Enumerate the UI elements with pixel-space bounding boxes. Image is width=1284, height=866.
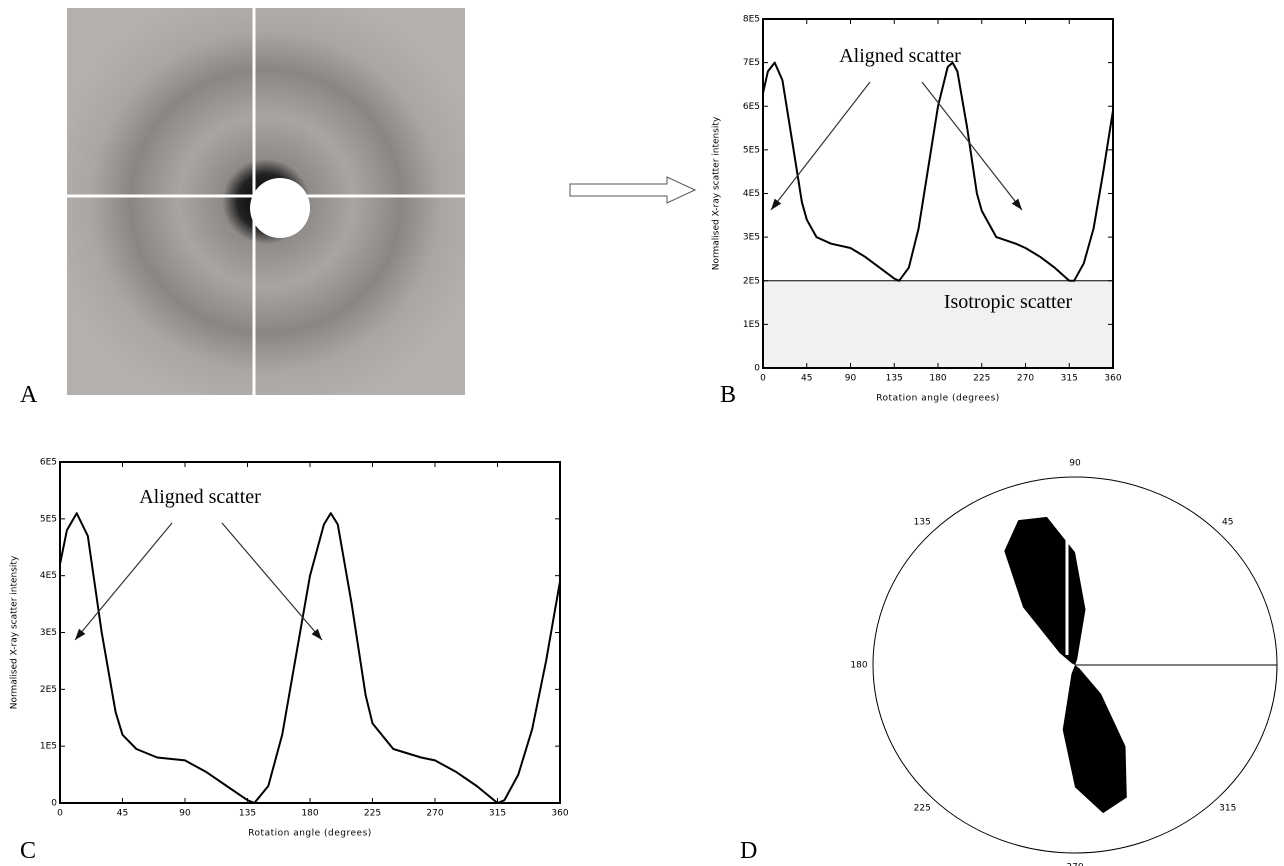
- x-tick-label: 225: [973, 374, 990, 384]
- x-tick-label: 360: [551, 809, 568, 819]
- y-tick-label: 6E5: [40, 458, 57, 468]
- annotation: Aligned scatter: [839, 45, 961, 67]
- x-axis-label: Rotation angle (degrees): [876, 394, 1000, 404]
- arrow-head: [75, 628, 86, 640]
- annotation: Isotropic scatter: [944, 291, 1073, 313]
- y-tick-label: 5E5: [743, 145, 760, 155]
- annotation-arrow: [221, 522, 323, 641]
- plot-frame: [762, 18, 1114, 369]
- y-tick-label: 3E5: [743, 233, 760, 243]
- y-axis-label: Normalised X-ray scatter intensity: [10, 555, 20, 709]
- y-tick-label: 2E5: [743, 276, 760, 286]
- angle-tick-label: 315: [1219, 803, 1236, 813]
- y-tick-label: 7E5: [743, 58, 760, 68]
- x-tick-label: 0: [760, 374, 766, 384]
- annotation-arrow: [74, 522, 173, 641]
- angle-tick-label: 225: [914, 803, 931, 813]
- isotropic-band: [763, 280, 1113, 368]
- y-tick-label: 5E5: [40, 514, 57, 524]
- x-axis-label: Rotation angle (degrees): [248, 829, 372, 839]
- x-tick-label: 225: [364, 809, 381, 819]
- annotation: Aligned scatter: [139, 486, 261, 508]
- panel-label: B: [720, 382, 736, 408]
- y-tick-label: 0: [754, 364, 760, 374]
- x-tick-label: 315: [1061, 374, 1078, 384]
- panel-label: A: [20, 382, 38, 408]
- polar-lobes: [1004, 516, 1127, 814]
- x-tick-label: 180: [929, 374, 946, 384]
- y-tick-label: 3E5: [40, 628, 57, 638]
- data-line: [59, 512, 561, 804]
- x-tick-label: 0: [57, 809, 63, 819]
- x-tick-label: 90: [845, 374, 857, 384]
- flow-arrow: [569, 176, 697, 204]
- diffraction-image: A: [20, 8, 465, 408]
- data-line: [762, 61, 1114, 282]
- y-tick-label: 6E5: [743, 102, 760, 112]
- arrow-head: [311, 628, 322, 640]
- angle-tick-label: 135: [914, 518, 931, 528]
- y-tick-label: 8E5: [743, 15, 760, 25]
- panel-label: C: [20, 838, 36, 864]
- x-tick-label: 45: [801, 374, 812, 384]
- y-tick-label: 4E5: [40, 571, 57, 581]
- x-tick-label: 360: [1104, 374, 1121, 384]
- x-tick-label: 270: [1017, 374, 1034, 384]
- y-tick-label: 4E5: [743, 189, 760, 199]
- annotation-arrow: [770, 81, 871, 211]
- x-tick-label: 90: [179, 809, 191, 819]
- y-tick-label: 1E5: [743, 320, 760, 330]
- plot-frame: [59, 461, 561, 804]
- beam-stop: [250, 178, 310, 238]
- y-tick-label: 1E5: [40, 742, 57, 752]
- x-tick-label: 180: [301, 809, 318, 819]
- x-tick-label: 135: [886, 374, 903, 384]
- arrow-head: [771, 198, 782, 210]
- angle-tick-label: 180: [850, 661, 867, 671]
- annotation-arrow: [921, 81, 1023, 211]
- angle-tick-label: 45: [1222, 518, 1233, 528]
- y-tick-label: 2E5: [40, 685, 57, 695]
- x-tick-label: 45: [117, 809, 128, 819]
- y-tick-label: 0: [51, 799, 57, 809]
- arrow-head: [1011, 198, 1022, 210]
- angle-tick-label: 270: [1066, 863, 1083, 866]
- panel-label: D: [740, 838, 757, 864]
- x-tick-label: 315: [489, 809, 506, 819]
- angle-tick-label: 90: [1069, 459, 1081, 469]
- x-tick-label: 270: [426, 809, 443, 819]
- x-tick-label: 135: [239, 809, 256, 819]
- y-axis-label: Normalised X-ray scatter intensity: [712, 116, 722, 270]
